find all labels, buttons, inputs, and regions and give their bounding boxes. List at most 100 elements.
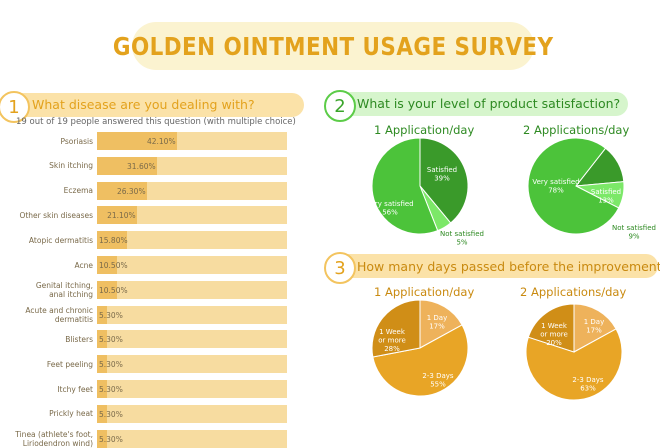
bar-value-label: 5.30% <box>99 385 123 394</box>
bar-value-label: 21.10% <box>107 211 136 221</box>
bar-value-label: 5.30% <box>99 360 123 370</box>
pie-slice-name: or more <box>378 337 406 345</box>
q2-header-bar <box>328 92 628 116</box>
bar-track <box>97 280 287 299</box>
pie-slice-name: or more <box>540 331 568 339</box>
pie-slice-name: Very satisfied <box>366 200 413 208</box>
bar-track <box>97 256 287 274</box>
bar-value-label: 10.50% <box>99 261 128 270</box>
q1-question: What disease are you dealing with? <box>32 97 255 112</box>
bar-value-label: 31.60% <box>127 161 156 171</box>
bar-category-label: Atopic dermatitis <box>29 236 93 245</box>
bar-category-line: Itchy feet <box>57 384 93 394</box>
bar-category-line: Acne <box>74 260 94 270</box>
bar-category-label: Other skin diseases <box>19 211 93 220</box>
pie-slice-value: 13% <box>598 197 614 205</box>
bar-track <box>97 355 287 374</box>
bar-category-line: Atopic dermatitis <box>28 235 93 245</box>
q1-header-bar <box>8 93 304 117</box>
pie-slice <box>371 137 439 235</box>
bar-category-label: Blisters <box>65 335 93 344</box>
bar-track <box>97 231 287 250</box>
pie-slice <box>525 328 623 401</box>
bar-category-line: Skin itching <box>49 161 93 171</box>
pie-slice-value: 28% <box>384 345 400 353</box>
pie-slice <box>574 147 625 187</box>
bar-category-line: Tinea (athlete's foot, <box>15 429 93 439</box>
bar-category-label: Itchy feet <box>57 385 93 394</box>
bar-track <box>97 330 287 349</box>
bar-category-label: Prickly heat <box>49 409 93 418</box>
q1-number-badge: 1 <box>0 91 30 123</box>
bar-value-label: 15.80% <box>99 236 128 246</box>
q2-number-badge: 2 <box>324 90 356 122</box>
bar-value-label: 5.30% <box>99 409 123 419</box>
pie-slice-value: 5% <box>456 239 467 247</box>
bar <box>97 355 108 374</box>
pie-slice-name: Satisfied <box>591 188 621 196</box>
bar-category-label: Genital itching, anal itching <box>36 281 93 299</box>
bar-category-line: Acute and chronic <box>25 305 93 315</box>
page-title: GOLDEN OINTMENT USAGE SURVEY <box>112 31 554 61</box>
pie-slice-name: Not satisfied <box>440 230 484 238</box>
pie-slice-value: 17% <box>429 323 445 331</box>
bar <box>97 404 108 423</box>
bar-category-line: anal itching <box>49 289 93 299</box>
bar-category-line: Blisters <box>65 334 93 344</box>
bar <box>97 132 177 150</box>
bar-value-label: 5.30% <box>99 310 123 320</box>
pie-slice <box>574 181 625 209</box>
bar-category-line: Other skin diseases <box>19 210 93 220</box>
q3-question: How many days passed before the improvem… <box>357 259 660 274</box>
bar-category-label: Skin itching <box>49 161 93 170</box>
pie-slice-name: 2-3 Days <box>422 372 453 380</box>
pie-slice <box>573 303 617 353</box>
pie-slice <box>527 303 575 353</box>
pie-slice-name: Not satisfied <box>612 224 656 232</box>
bar-track <box>97 305 287 324</box>
pie-slice-name: 1 Day <box>427 314 448 322</box>
pie-slice <box>527 137 620 235</box>
pie-slice-name: 1 Week <box>379 328 406 336</box>
bar <box>97 380 108 398</box>
bar <box>97 280 117 299</box>
pie-slice-value: 63% <box>580 385 596 393</box>
q3-number-badge: 3 <box>324 252 356 284</box>
pie-slice-value: 55% <box>430 381 446 389</box>
bar <box>97 330 108 349</box>
bar-category-label: Eczema <box>64 186 93 195</box>
q3-right-caption: 2 Applications/day <box>520 285 627 299</box>
bar-value-label: 42.10% <box>146 137 176 146</box>
pie-slice <box>372 324 469 397</box>
bar-category-label: Tinea (athlete's foot, Liriodendron wind) <box>15 430 93 448</box>
bar <box>97 181 147 200</box>
pie-slice <box>419 185 452 232</box>
bar <box>97 206 138 225</box>
bar <box>97 256 117 274</box>
bar-value-label: 26.30% <box>116 186 146 196</box>
pie-slice-name: 2-3 Days <box>572 376 603 384</box>
bar-category-label: Feet peeling <box>47 360 93 369</box>
q3-number: 3 <box>334 257 346 279</box>
bar-track <box>97 429 287 448</box>
pie-slice-value: 17% <box>586 327 602 335</box>
pie-slice-value: 9% <box>628 233 639 241</box>
pie-slice-name: 1 Day <box>584 318 605 326</box>
pie-slice-name: 1 Week <box>541 322 568 330</box>
bar-value-label: 10.50% <box>99 285 128 295</box>
bar-track <box>97 404 287 423</box>
q3-header-bar <box>328 254 658 278</box>
title-banner: GOLDEN OINTMENT USAGE SURVEY <box>113 22 553 70</box>
q3-left-caption: 1 Application/day <box>374 285 475 299</box>
q1-number: 1 <box>8 96 20 118</box>
bar-category-line: Liriodendron wind) <box>22 438 93 448</box>
bar-value-label: 5.30% <box>99 434 123 444</box>
bar <box>97 305 108 324</box>
bar-category-label: Psoriasis <box>60 137 93 146</box>
bar-category-line: Feet peeling <box>46 359 93 369</box>
bar-category-label: Acute and chronic dermatitis <box>25 306 93 324</box>
pie-slice-value: 56% <box>382 209 398 217</box>
q2-right-caption: 2 Applications/day <box>523 123 630 137</box>
bar-category-label: Acne <box>75 261 94 270</box>
q2-number: 2 <box>334 95 346 117</box>
